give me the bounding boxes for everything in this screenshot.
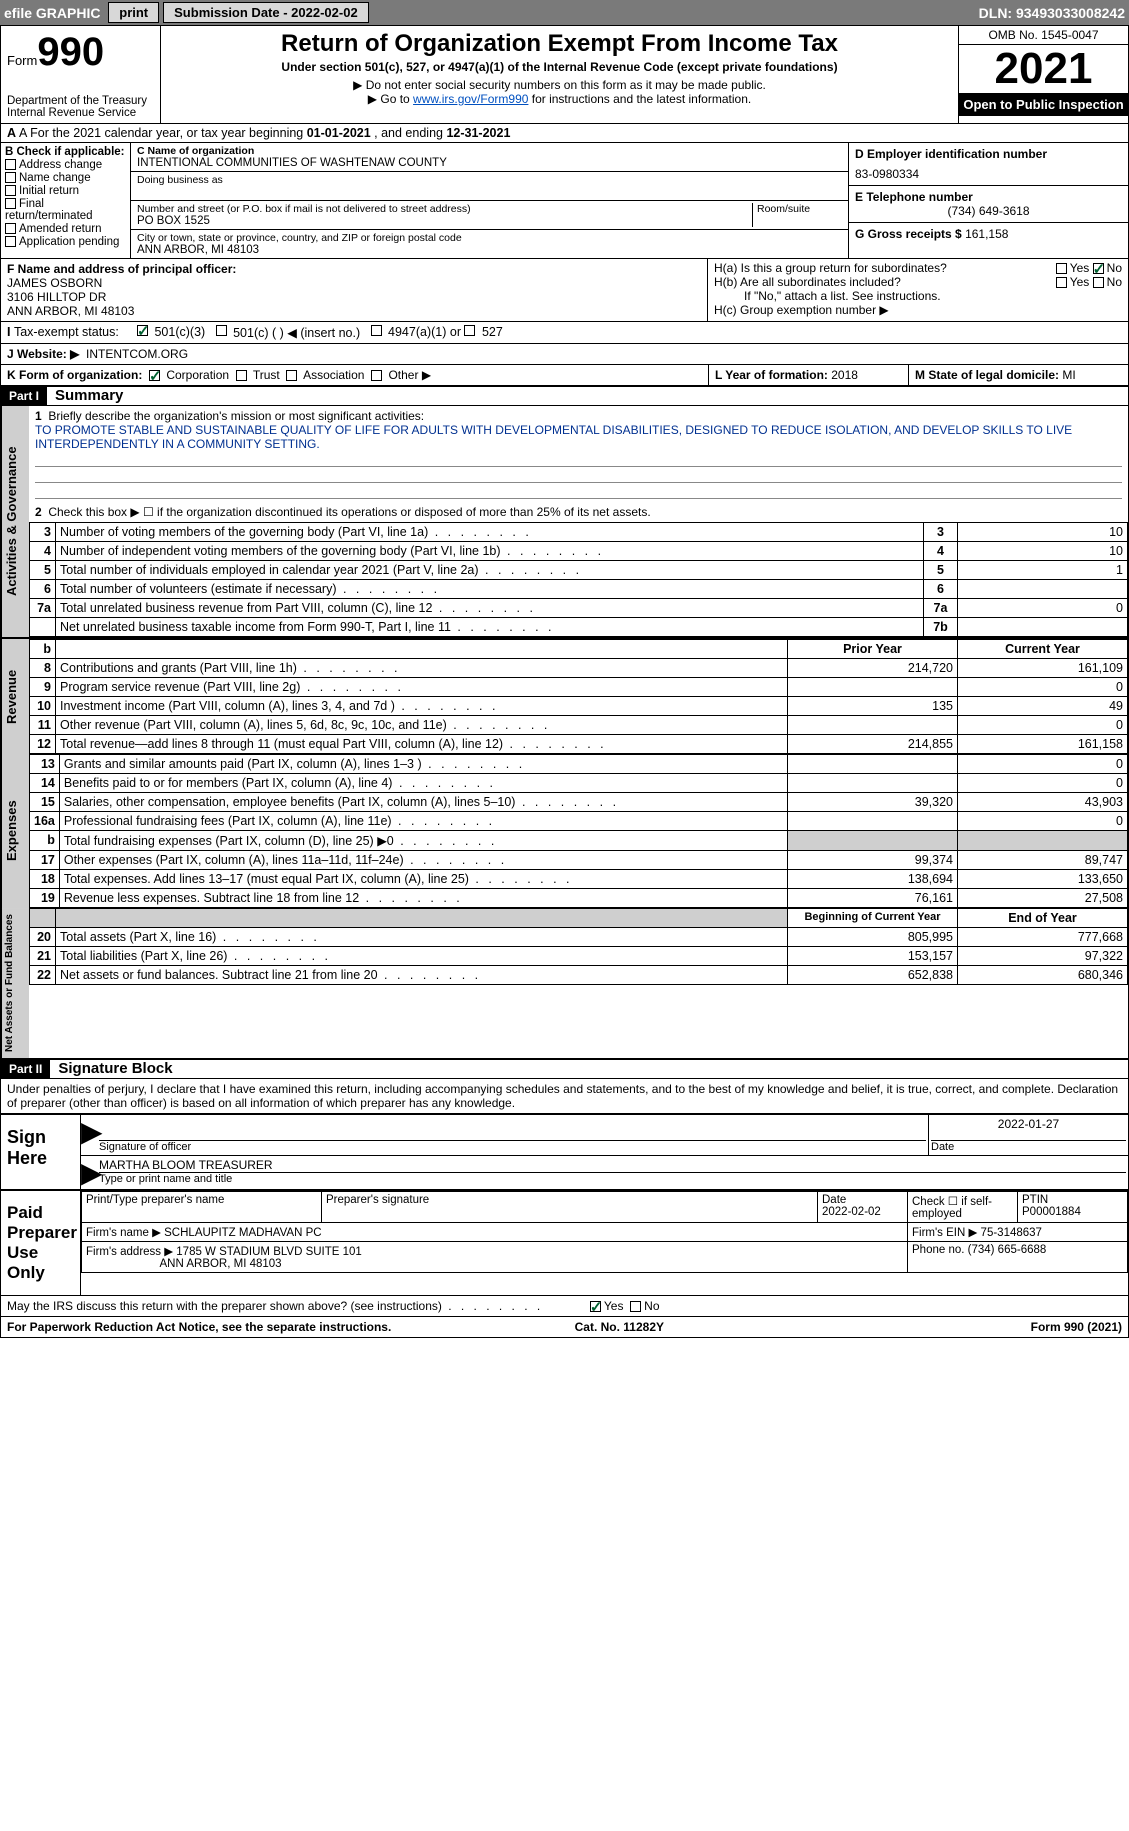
part-1-header: Part ISummary: [1, 386, 1128, 406]
vtab-expenses: Expenses: [1, 754, 29, 908]
dln: DLN: 93493033008242: [979, 5, 1125, 21]
mission-text: TO PROMOTE STABLE AND SUSTAINABLE QUALIT…: [35, 423, 1122, 451]
penalties-text: Under penalties of perjury, I declare th…: [1, 1079, 1128, 1113]
form-of-org: K Form of organization: Corporation Trus…: [1, 365, 708, 385]
block-c: C Name of organization INTENTIONAL COMMU…: [131, 143, 848, 258]
form-header: Form990 Department of the Treasury Inter…: [1, 26, 1128, 124]
efile-label: efile GRAPHIC: [4, 5, 100, 21]
paid-preparer-block: Paid Preparer Use Only Print/Type prepar…: [1, 1189, 1128, 1295]
tax-year: 2021: [959, 45, 1128, 93]
netassets-table: Beginning of Current YearEnd of Year 20T…: [29, 908, 1128, 985]
ein: 83-0980334: [855, 167, 1122, 181]
website-row: J Website: ▶ INTENTCOM.ORG: [1, 344, 1128, 365]
governance-table: 3Number of voting members of the governi…: [29, 522, 1128, 637]
revenue-table: bPrior YearCurrent Year 8Contributions a…: [29, 639, 1128, 754]
form-number: 990: [37, 30, 104, 74]
block-h: H(a) Is this a group return for subordin…: [708, 259, 1128, 321]
part-2-header: Part IISignature Block: [1, 1059, 1128, 1079]
block-f: F Name and address of principal officer:…: [1, 259, 708, 321]
page-footer: For Paperwork Reduction Act Notice, see …: [1, 1316, 1128, 1337]
tax-exempt-row: I Tax-exempt status: 501(c)(3) 501(c) ( …: [1, 322, 1128, 344]
top-bar: efile GRAPHIC print Submission Date - 20…: [0, 0, 1129, 25]
print-button[interactable]: print: [108, 2, 159, 23]
form-title: Return of Organization Exempt From Incom…: [167, 30, 952, 58]
discuss-row: May the IRS discuss this return with the…: [1, 1295, 1128, 1316]
submission-button[interactable]: Submission Date - 2022-02-02: [163, 2, 369, 23]
vtab-netassets: Net Assets or Fund Balances: [1, 908, 29, 1058]
section-a: A A For the 2021 calendar year, or tax y…: [1, 124, 1128, 143]
vtab-governance: Activities & Governance: [1, 406, 29, 637]
sign-here-block: Sign Here ▶ Signature of officer 2022-01…: [1, 1113, 1128, 1189]
block-b: B Check if applicable: Address change Na…: [1, 143, 131, 258]
vtab-revenue: Revenue: [1, 639, 29, 754]
omb-number: OMB No. 1545-0047: [959, 26, 1128, 45]
block-d: D Employer identification number 83-0980…: [848, 143, 1128, 258]
expenses-table: 13Grants and similar amounts paid (Part …: [29, 754, 1128, 908]
org-name: INTENTIONAL COMMUNITIES OF WASHTENAW COU…: [137, 157, 842, 169]
instructions-link[interactable]: www.irs.gov/Form990: [413, 92, 528, 106]
form-990: Form990 Department of the Treasury Inter…: [0, 25, 1129, 1338]
